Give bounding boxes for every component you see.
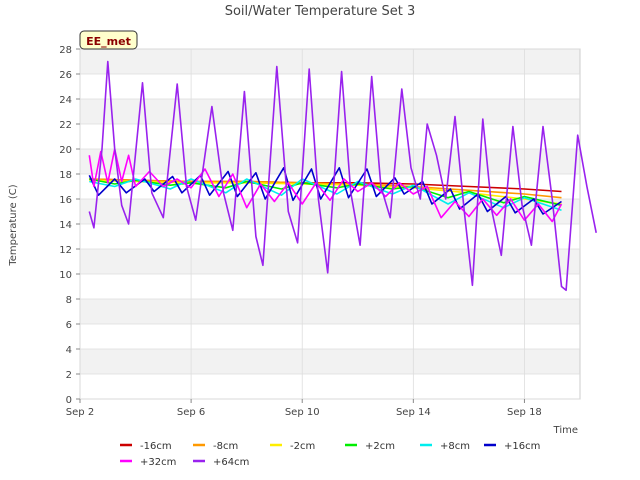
- x-axis-ticks: Sep 2 Sep 6 Sep 10 Sep 14 Sep 18: [66, 399, 542, 418]
- y-tick-label: 18: [59, 170, 72, 181]
- grid-lines: [79, 48, 580, 400]
- site-label: EE_met: [86, 35, 131, 48]
- y-tick-label: 8: [66, 295, 72, 306]
- y-tick-label: 0: [66, 395, 72, 406]
- plot-band: [80, 99, 580, 124]
- chart-title: Soil/Water Temperature Set 3: [225, 4, 416, 19]
- plot-band: [80, 299, 580, 324]
- legend-label: -16cm: [140, 441, 172, 452]
- plot-band: [80, 74, 580, 99]
- y-tick-label: 16: [59, 195, 72, 206]
- x-tick-label: Sep 6: [177, 407, 205, 418]
- legend-label: +32cm: [140, 457, 176, 468]
- plot-band: [80, 149, 580, 174]
- plot-band: [80, 274, 580, 299]
- x-tick-label: Sep 10: [285, 407, 320, 418]
- legend: -16cm -8cm -2cm +2cm +8cm +16cm +32cm +64cm: [120, 441, 540, 468]
- y-tick-label: 20: [59, 145, 72, 156]
- x-tick-label: Sep 14: [396, 407, 431, 418]
- series-lines: [88, 60, 597, 292]
- x-axis-label: Time: [553, 425, 578, 436]
- plot-band: [80, 249, 580, 274]
- plot-band: [80, 49, 580, 74]
- x-tick-label: Sep 2: [66, 407, 94, 418]
- y-axis-label: Temperature (C): [8, 184, 19, 266]
- plot-band: [80, 124, 580, 149]
- legend-label: +2cm: [365, 441, 395, 452]
- legend-label: +64cm: [213, 457, 249, 468]
- y-tick-label: 6: [66, 320, 72, 331]
- plot-band: [80, 349, 580, 374]
- legend-label: -8cm: [213, 441, 238, 452]
- y-tick-label: 22: [59, 120, 72, 131]
- y-tick-label: 4: [66, 345, 72, 356]
- series-line-+2cm: [89, 178, 562, 207]
- series-line-+64cm: [88, 60, 597, 292]
- y-tick-label: 24: [59, 95, 72, 106]
- y-tick-label: 26: [59, 70, 72, 81]
- y-tick-label: 2: [66, 370, 72, 381]
- y-tick-label: 28: [59, 45, 72, 56]
- legend-label: +16cm: [504, 441, 540, 452]
- x-tick-label: Sep 18: [507, 407, 542, 418]
- site-label-box: EE_met: [79, 30, 138, 50]
- y-tick-label: 14: [59, 220, 72, 231]
- y-tick-label: 12: [59, 245, 72, 256]
- legend-label: +8cm: [440, 441, 470, 452]
- legend-label: -2cm: [290, 441, 315, 452]
- plot-band: [80, 374, 580, 399]
- plot-band: [80, 324, 580, 349]
- y-tick-label: 10: [59, 270, 72, 281]
